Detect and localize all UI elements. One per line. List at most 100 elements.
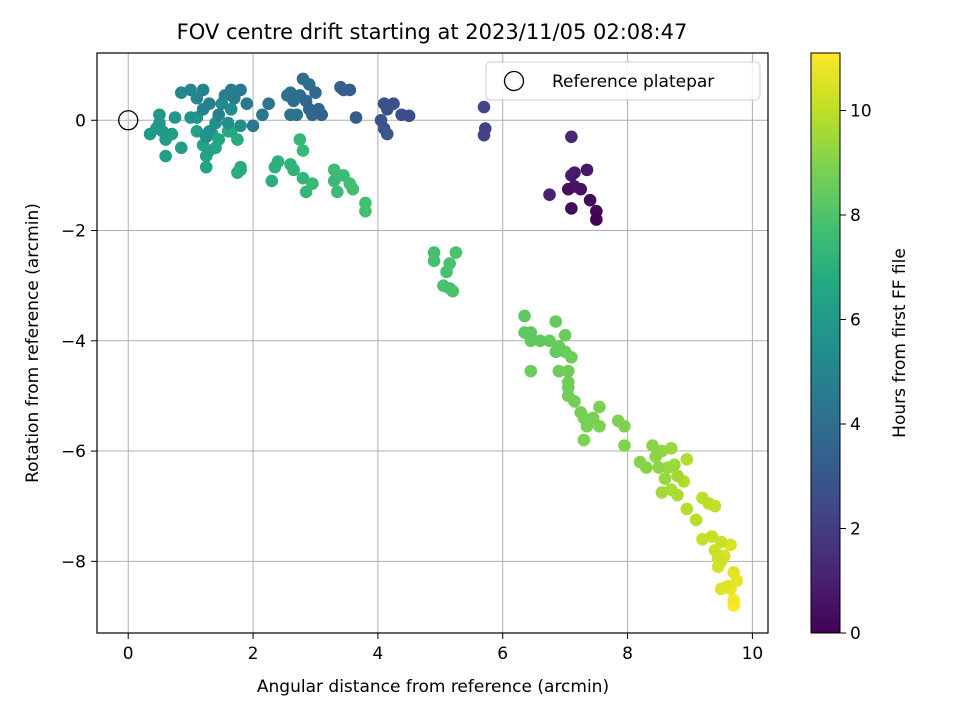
y-tick-label: −8 — [61, 552, 86, 572]
data-point — [558, 328, 572, 342]
plot-frame — [96, 52, 769, 634]
data-point — [611, 414, 625, 428]
data-point — [727, 593, 740, 607]
colorbar-ticks: 0 2 4 6 8 10 — [840, 101, 872, 644]
legend-reference-marker — [503, 70, 525, 92]
data-point — [331, 185, 344, 199]
data-point — [714, 582, 728, 596]
data-point — [387, 97, 400, 111]
data-point — [440, 265, 453, 279]
data-point — [618, 439, 631, 452]
chart-title: FOV centre drift starting at 2023/11/05 … — [177, 20, 688, 44]
y-tick-label: −2 — [61, 222, 86, 242]
data-point — [590, 213, 603, 226]
data-point — [268, 160, 282, 174]
data-point — [696, 532, 709, 546]
y-axis-label: Rotation from reference (arcmin) — [23, 203, 43, 483]
data-point — [284, 108, 297, 122]
y-tick-label: −6 — [61, 442, 86, 462]
data-point — [190, 124, 204, 138]
colorbar — [810, 52, 841, 634]
data-point — [221, 116, 235, 130]
data-point — [196, 83, 210, 97]
data-point — [727, 566, 740, 579]
data-point — [315, 108, 329, 122]
data-point — [708, 544, 722, 557]
data-point — [552, 364, 566, 378]
data-point — [327, 163, 341, 177]
legend-label: Reference platepar — [552, 72, 714, 92]
data-point — [153, 108, 166, 122]
data-point — [265, 174, 279, 188]
colorbar-tick-label: 0 — [850, 624, 861, 644]
data-point — [633, 455, 647, 469]
data-point — [680, 453, 694, 466]
data-point — [561, 364, 575, 378]
data-point — [477, 128, 491, 142]
data-point — [374, 113, 388, 127]
data-point — [296, 144, 310, 157]
colorbar-tick-label: 6 — [850, 310, 861, 330]
data-point — [402, 109, 416, 123]
data-point — [574, 182, 588, 196]
data-point — [649, 450, 662, 463]
x-tick-label: 10 — [742, 644, 764, 664]
data-point — [359, 196, 372, 210]
x-tick-label: 4 — [372, 644, 383, 664]
data-point — [296, 171, 310, 185]
colorbar-tick-label: 8 — [850, 206, 861, 226]
y-tick-label: 0 — [75, 111, 86, 131]
data-point — [296, 72, 310, 86]
data-point — [199, 149, 213, 163]
data-point — [327, 174, 341, 188]
data-point — [246, 119, 260, 133]
data-point — [234, 83, 247, 97]
data-point — [168, 111, 182, 124]
data-point — [262, 97, 275, 111]
data-point — [437, 279, 450, 292]
data-point — [652, 461, 666, 474]
data-point — [293, 133, 307, 146]
data-point — [680, 502, 694, 516]
data-point — [583, 193, 597, 207]
data-point — [234, 119, 247, 133]
scatter-points — [118, 72, 744, 612]
data-point — [518, 309, 531, 323]
data-point — [565, 130, 578, 144]
x-axis-label: Angular distance from reference (arcmin) — [257, 677, 609, 697]
data-point — [577, 433, 591, 447]
x-tick-label: 8 — [622, 644, 633, 664]
data-point — [240, 97, 254, 111]
data-point — [543, 188, 556, 201]
data-point — [224, 102, 238, 116]
data-point — [284, 158, 297, 171]
data-point — [524, 364, 538, 378]
data-point — [549, 315, 563, 328]
data-point — [174, 141, 188, 155]
data-point — [477, 100, 491, 114]
data-point — [234, 160, 247, 174]
data-point — [349, 111, 363, 124]
data-point — [427, 246, 441, 259]
x-axis-ticks: 0 2 4 6 8 10 — [123, 633, 763, 664]
data-point — [549, 345, 563, 359]
data-point — [593, 400, 606, 414]
reference-platepar-marker — [118, 110, 139, 131]
data-point — [159, 149, 172, 163]
x-tick-label: 6 — [497, 644, 508, 664]
data-point — [518, 326, 531, 339]
data-point — [309, 86, 322, 99]
legend: Reference platepar — [485, 61, 761, 101]
data-point — [203, 97, 216, 111]
data-point — [658, 472, 672, 485]
data-point — [199, 160, 213, 174]
data-point — [449, 246, 463, 259]
x-tick-label: 0 — [123, 644, 134, 664]
colorbar-tick-label: 4 — [850, 415, 861, 435]
legend-box — [485, 61, 761, 101]
data-point — [533, 334, 547, 348]
colorbar-label: Hours from first FF file — [890, 248, 910, 438]
data-point — [580, 163, 594, 177]
data-point — [655, 486, 669, 499]
y-axis-ticks: 0 −2 −4 −6 −8 — [61, 111, 97, 572]
